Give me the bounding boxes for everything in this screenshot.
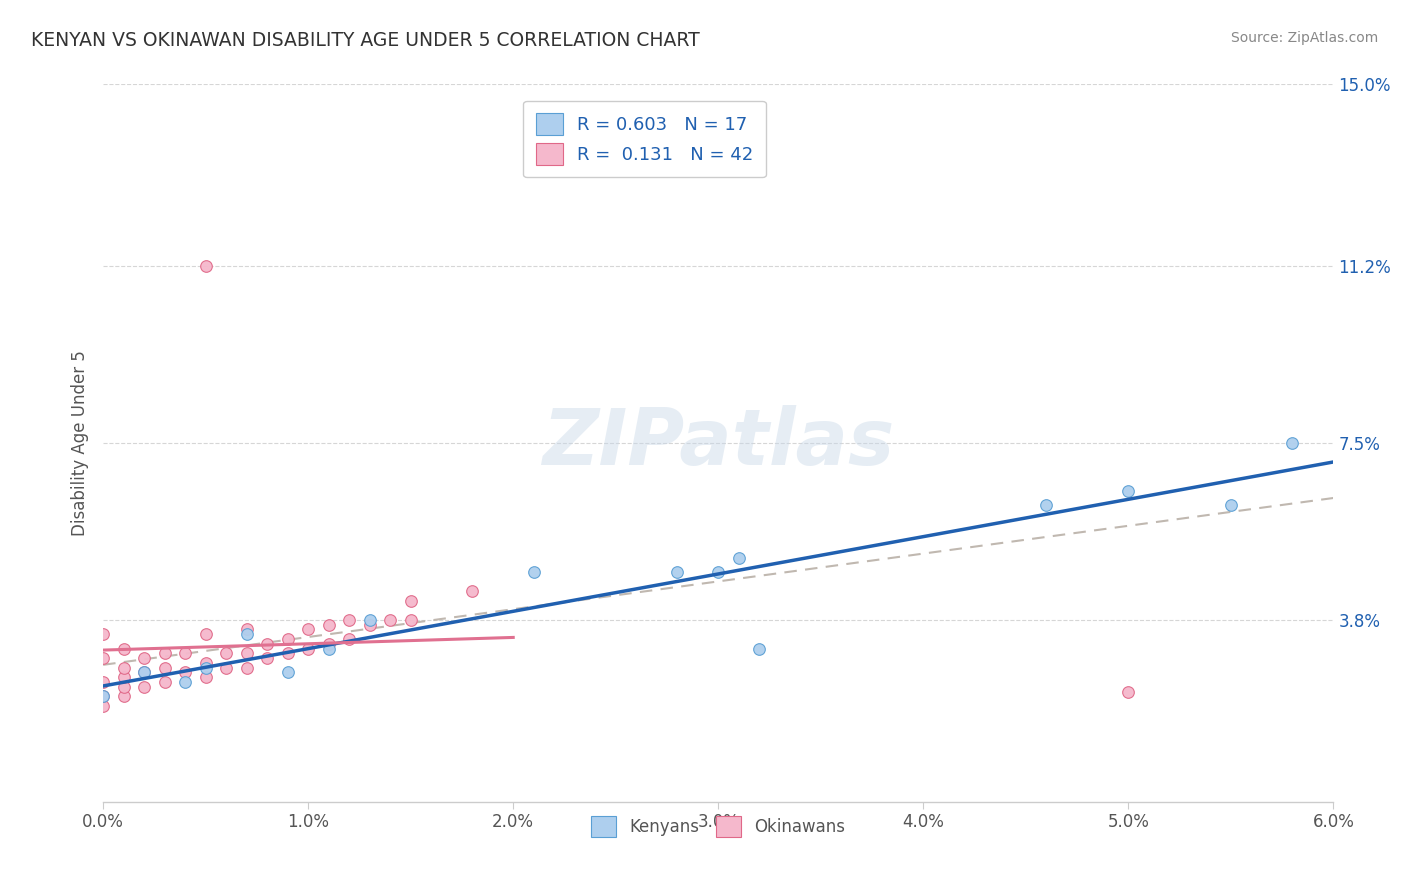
Point — [112, 670, 135, 684]
Point — [194, 259, 217, 273]
Point — [748, 641, 770, 656]
Y-axis label: Disability Age Under 5: Disability Age Under 5 — [72, 350, 89, 536]
Point — [235, 661, 257, 675]
Point — [91, 690, 114, 704]
Point — [174, 665, 197, 680]
Point — [277, 646, 299, 660]
Point — [194, 627, 217, 641]
Point — [194, 670, 217, 684]
Point — [1118, 483, 1140, 498]
Point — [91, 698, 114, 713]
Point — [134, 680, 156, 694]
Point — [461, 584, 484, 599]
Point — [318, 637, 340, 651]
Point — [194, 656, 217, 670]
Point — [318, 617, 340, 632]
Point — [91, 651, 114, 665]
Point — [153, 646, 176, 660]
Point — [134, 651, 156, 665]
Point — [194, 661, 217, 675]
Point — [337, 613, 360, 627]
Point — [235, 646, 257, 660]
Legend: Kenyans, Okinawans: Kenyans, Okinawans — [585, 810, 852, 844]
Point — [112, 680, 135, 694]
Point — [523, 565, 546, 579]
Point — [277, 665, 299, 680]
Point — [277, 632, 299, 646]
Point — [153, 661, 176, 675]
Point — [174, 646, 197, 660]
Point — [297, 641, 319, 656]
Point — [399, 613, 422, 627]
Point — [153, 675, 176, 690]
Point — [215, 661, 238, 675]
Point — [337, 632, 360, 646]
Point — [112, 690, 135, 704]
Point — [235, 623, 257, 637]
Point — [1035, 498, 1057, 512]
Point — [134, 665, 156, 680]
Point — [91, 690, 114, 704]
Point — [707, 565, 730, 579]
Point — [215, 646, 238, 660]
Point — [256, 651, 278, 665]
Point — [666, 565, 689, 579]
Point — [727, 550, 749, 565]
Point — [134, 665, 156, 680]
Point — [359, 617, 381, 632]
Point — [112, 641, 135, 656]
Point — [380, 613, 402, 627]
Point — [91, 627, 114, 641]
Text: Source: ZipAtlas.com: Source: ZipAtlas.com — [1230, 31, 1378, 45]
Point — [399, 594, 422, 608]
Point — [297, 623, 319, 637]
Point — [1118, 684, 1140, 698]
Point — [1219, 498, 1241, 512]
Point — [91, 675, 114, 690]
Point — [318, 641, 340, 656]
Point — [174, 675, 197, 690]
Point — [112, 661, 135, 675]
Text: ZIPatlas: ZIPatlas — [543, 405, 894, 481]
Point — [1281, 436, 1303, 450]
Text: KENYAN VS OKINAWAN DISABILITY AGE UNDER 5 CORRELATION CHART: KENYAN VS OKINAWAN DISABILITY AGE UNDER … — [31, 31, 700, 50]
Point — [256, 637, 278, 651]
Point — [235, 627, 257, 641]
Point — [359, 613, 381, 627]
